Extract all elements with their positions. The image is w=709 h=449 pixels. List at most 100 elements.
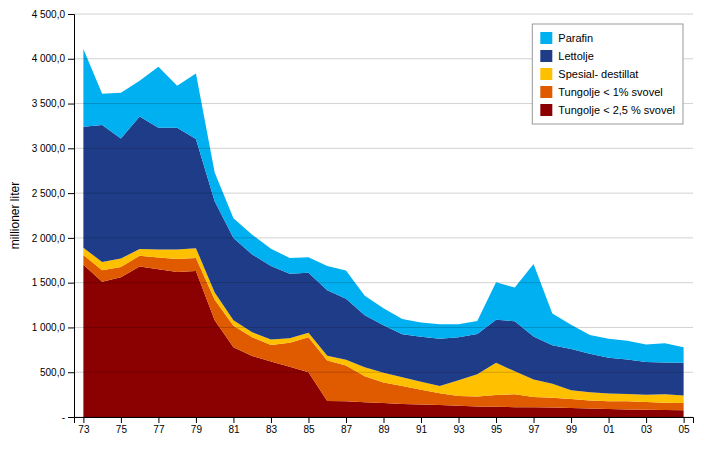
chart: 73 75 77 79 81 83 85 87 89 91 93 95 97 99 01 03 05 - 500,0… <box>0 0 709 449</box>
tick-mark <box>496 417 497 423</box>
legend-swatch <box>540 32 552 44</box>
tick-label: 97 <box>528 424 540 435</box>
tick-mark <box>68 59 74 60</box>
tick-label: 85 <box>303 424 315 435</box>
tick: 2 000,0 <box>32 233 74 244</box>
grid-line <box>74 327 693 328</box>
tick-mark <box>196 417 197 423</box>
tick: 85 <box>303 417 315 435</box>
tick-label: 95 <box>491 424 503 435</box>
tick-label: 01 <box>604 424 616 435</box>
grid-line <box>74 372 693 373</box>
tick-mark <box>459 417 460 423</box>
tick-label: 77 <box>153 424 165 435</box>
tick: 97 <box>528 417 540 435</box>
tick-label: - <box>62 412 65 423</box>
tick: 4 500,0 <box>32 9 74 20</box>
legend-label: Tungolje < 2,5 % svovel <box>558 104 675 116</box>
tick-label: 1 000,0 <box>32 322 66 333</box>
tick: 89 <box>378 417 390 435</box>
tick-mark <box>609 417 610 423</box>
tick: 93 <box>453 417 465 435</box>
tick-label: 4 000,0 <box>32 53 66 64</box>
grid-line <box>74 282 693 283</box>
tick-mark <box>271 417 272 423</box>
legend-swatch <box>540 68 552 80</box>
legend-swatch <box>540 50 552 62</box>
tick-label: 500,0 <box>40 367 65 378</box>
tick-label: 83 <box>266 424 278 435</box>
axis-line <box>75 418 694 424</box>
tick-label: 2 000,0 <box>32 233 66 244</box>
tick: 81 <box>228 417 240 435</box>
tick: - <box>62 412 74 423</box>
legend: ParafinLettoljeSpesial- destillatTungolj… <box>532 24 683 124</box>
tick-label: 91 <box>416 424 428 435</box>
tick: 87 <box>341 417 353 435</box>
tick-mark <box>68 372 74 373</box>
tick-mark <box>68 327 74 328</box>
tick: 91 <box>416 417 428 435</box>
tick: 73 <box>78 417 90 435</box>
legend-label: Spesial- destillat <box>558 68 638 80</box>
tick-mark <box>68 104 74 105</box>
tick: 3 000,0 <box>32 143 74 154</box>
tick-mark <box>646 417 647 423</box>
tick-label: 1 500,0 <box>32 277 66 288</box>
tick: 500,0 <box>40 367 74 378</box>
legend-label: Tungolje < 1% svovel <box>558 86 662 98</box>
tick-label: 89 <box>378 424 390 435</box>
tick-label: 99 <box>566 424 578 435</box>
tick-label: 03 <box>641 424 653 435</box>
tick-label: 81 <box>228 424 240 435</box>
tick: 95 <box>491 417 503 435</box>
tick-label: 05 <box>679 424 691 435</box>
tick-mark <box>684 417 685 423</box>
tick-mark <box>83 417 84 423</box>
grid-line <box>74 193 693 194</box>
grid-line <box>74 14 693 15</box>
tick-mark <box>346 417 347 423</box>
tick-mark <box>158 417 159 423</box>
tick-label: 79 <box>191 424 203 435</box>
legend-box <box>532 24 683 124</box>
tick-mark <box>68 417 74 418</box>
tick: 01 <box>604 417 616 435</box>
plot: 73 75 77 79 81 83 85 87 89 91 93 95 97 99 01 03 05 - 500,0… <box>32 9 694 435</box>
tick: 75 <box>116 417 128 435</box>
tick-label: 75 <box>116 424 128 435</box>
tick-mark <box>571 417 572 423</box>
tick-label: 93 <box>453 424 465 435</box>
axis-title: millioner liter <box>8 182 22 249</box>
tick: 83 <box>266 417 278 435</box>
tick-mark <box>68 193 74 194</box>
tick-mark <box>68 14 74 15</box>
tick-mark <box>68 148 74 149</box>
x-axis: 73 75 77 79 81 83 85 87 89 91 93 95 97 99 01 03 05 <box>75 417 694 435</box>
legend-swatch <box>540 104 552 116</box>
tick: 1 000,0 <box>32 322 74 333</box>
y-axis: - 500,0 1 000,0 1 500,0 2 000,0 2 500,0 3 000,… <box>32 9 75 423</box>
area <box>83 49 683 363</box>
tick: 79 <box>191 417 203 435</box>
tick-mark <box>233 417 234 423</box>
tick-label: 73 <box>78 424 90 435</box>
grid <box>74 14 693 417</box>
tick: 05 <box>679 417 691 435</box>
tick: 99 <box>566 417 578 435</box>
tick-mark <box>68 238 74 239</box>
tick: 77 <box>153 417 165 435</box>
grid-line <box>74 148 693 149</box>
tick-label: 87 <box>341 424 353 435</box>
tick-label: 2 500,0 <box>32 188 66 199</box>
tick-mark <box>384 417 385 423</box>
tick: 4 000,0 <box>32 53 74 64</box>
tick-mark <box>534 417 535 423</box>
tick: 3 500,0 <box>32 98 74 109</box>
tick-mark <box>121 417 122 423</box>
legend-swatch <box>540 86 552 98</box>
tick-label: 3 000,0 <box>32 143 66 154</box>
tick: 03 <box>641 417 653 435</box>
tick-label: 4 500,0 <box>32 9 66 20</box>
axis-line <box>68 15 75 418</box>
